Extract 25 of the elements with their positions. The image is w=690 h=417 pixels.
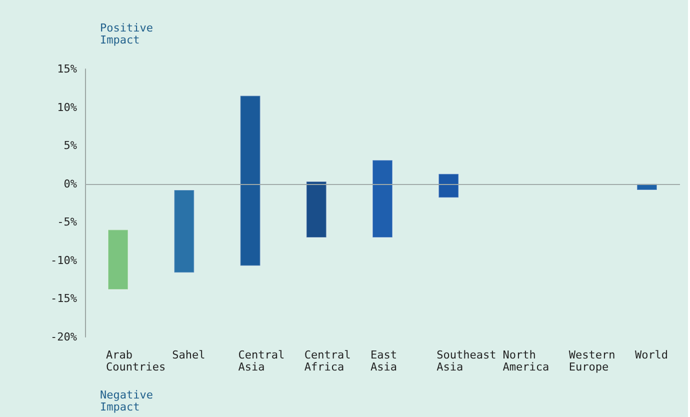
y-tick-label: -10%	[50, 254, 78, 267]
bar	[438, 173, 460, 198]
x-tick-label: Central Africa	[304, 348, 351, 374]
bar	[372, 160, 393, 238]
y-tick-label: -15%	[50, 292, 78, 306]
text: Negative Impact	[100, 388, 153, 414]
x-tick-label: Sahel	[172, 348, 206, 362]
x-tick-label: East Asia	[370, 348, 397, 374]
y-tick-label: 10%	[57, 100, 78, 114]
x-tick-label: North America	[502, 348, 550, 374]
x-tick-label: World	[634, 348, 668, 362]
x-tick-label: Central Asia	[238, 348, 285, 374]
bar	[174, 189, 195, 274]
bar	[240, 95, 261, 266]
x-tick-label: Western Europe	[568, 348, 616, 374]
x-tick-label: Arab Countries	[106, 348, 166, 374]
text: Positive Impact	[100, 22, 153, 46]
y-tick-label: 15%	[57, 62, 78, 76]
y-tick-label: -20%	[50, 330, 78, 344]
bar	[306, 181, 327, 238]
x-tick-label: Southeast Asia	[436, 348, 496, 374]
y-tick-label: 5%	[64, 139, 78, 152]
y-tick-label: 0%	[64, 177, 78, 190]
bar	[108, 229, 129, 290]
y-tick-label: -5%	[57, 216, 78, 229]
